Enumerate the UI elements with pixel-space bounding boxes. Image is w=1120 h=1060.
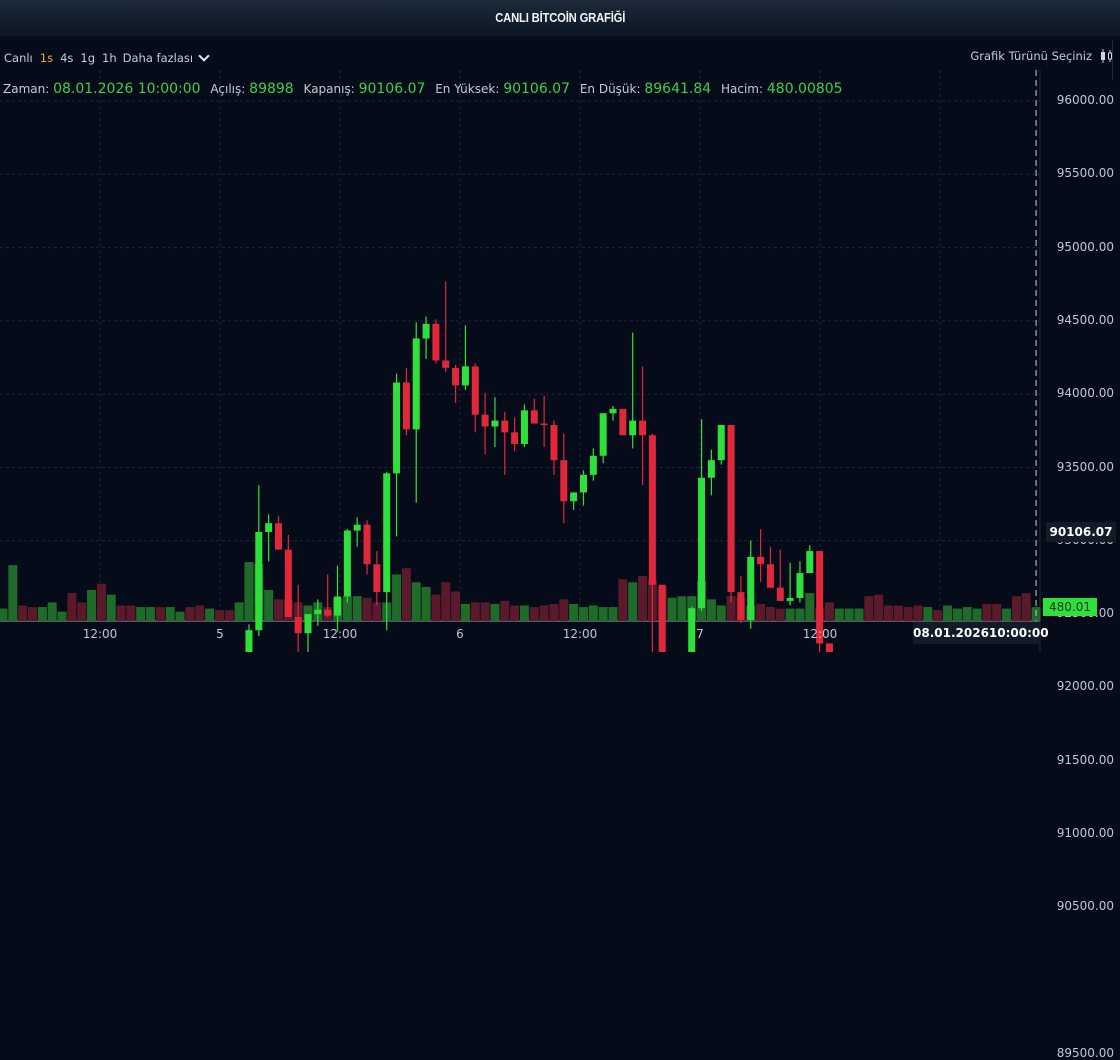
- candlestick-chart[interactable]: [0, 0, 1120, 652]
- high-key: En Yüksek:: [435, 82, 500, 96]
- chart-type-label: Grafik Türünü Seçiniz: [970, 49, 1092, 63]
- ohlc-legend: Zaman: 08.01.2026 10:00:00 Açılış: 89898…: [3, 81, 849, 97]
- crosshair-time: 10:00:00: [988, 626, 1049, 640]
- tab-1h[interactable]: 1h: [102, 51, 117, 65]
- high-value: 90106.07: [503, 81, 570, 97]
- price-label: 91500.00: [1056, 752, 1114, 767]
- price-label: 94000.00: [1056, 386, 1114, 401]
- volume-value: 480.00805: [766, 81, 843, 97]
- price-label: 92000.00: [1056, 679, 1114, 694]
- time-label: 5: [216, 627, 224, 641]
- time-key: Zaman:: [3, 82, 50, 96]
- crosshair-date: 08.01.2026: [913, 626, 989, 640]
- low-value: 89641.84: [644, 81, 712, 97]
- time-label: 6: [456, 627, 464, 641]
- close-value: 90106.07: [358, 81, 426, 97]
- tab-live[interactable]: Canlı: [4, 51, 33, 65]
- price-label: 95000.00: [1056, 239, 1114, 254]
- open-value: 89898: [249, 81, 294, 97]
- timeframe-toolbar: Canlı 1s 4s 1g 1h Daha fazlası: [0, 48, 210, 68]
- last-price-tag: 90106.07: [1046, 522, 1116, 542]
- close-key: Kapanış:: [303, 82, 355, 96]
- time-label: 12:00: [322, 627, 358, 641]
- tab-4s[interactable]: 4s: [60, 51, 74, 65]
- price-label: 93500.00: [1056, 459, 1114, 474]
- title-bar: CANLI BİTCOİN GRAFİĞİ: [0, 0, 1120, 37]
- volume-tag: 480.01: [1043, 598, 1097, 616]
- time-label: 12:00: [562, 627, 598, 641]
- price-label: 90500.00: [1056, 899, 1114, 914]
- price-label: 95500.00: [1056, 166, 1114, 181]
- low-key: En Düşük:: [579, 82, 641, 96]
- price-label: 96000.00: [1056, 93, 1114, 107]
- crosshair-time-tag: 08.01.2026 10:00:00: [913, 622, 1049, 644]
- time-label: 12:00: [802, 627, 838, 641]
- tab-1g[interactable]: 1g: [80, 51, 96, 65]
- candlestick-icon: [1101, 49, 1112, 63]
- price-label: 89500.00: [1056, 1045, 1114, 1060]
- open-key: Açılış:: [210, 82, 246, 96]
- time-value: 08.01.2026 10:00:00: [53, 81, 201, 97]
- time-label: 12:00: [82, 627, 118, 641]
- more-label: Daha fazlası: [122, 51, 194, 65]
- more-timeframes-button[interactable]: Daha fazlası: [122, 50, 210, 65]
- page-title: CANLI BİTCOİN GRAFİĞİ: [495, 11, 625, 25]
- volume-key: Hacim:: [721, 82, 764, 96]
- toolbar-divider: [1112, 40, 1113, 80]
- price-label: 94500.00: [1056, 312, 1114, 327]
- tab-1s[interactable]: 1s: [39, 51, 54, 65]
- price-label: 91000.00: [1056, 826, 1114, 840]
- chart-type-selector[interactable]: Grafik Türünü Seçiniz: [970, 48, 1114, 64]
- time-label: 7: [696, 627, 704, 641]
